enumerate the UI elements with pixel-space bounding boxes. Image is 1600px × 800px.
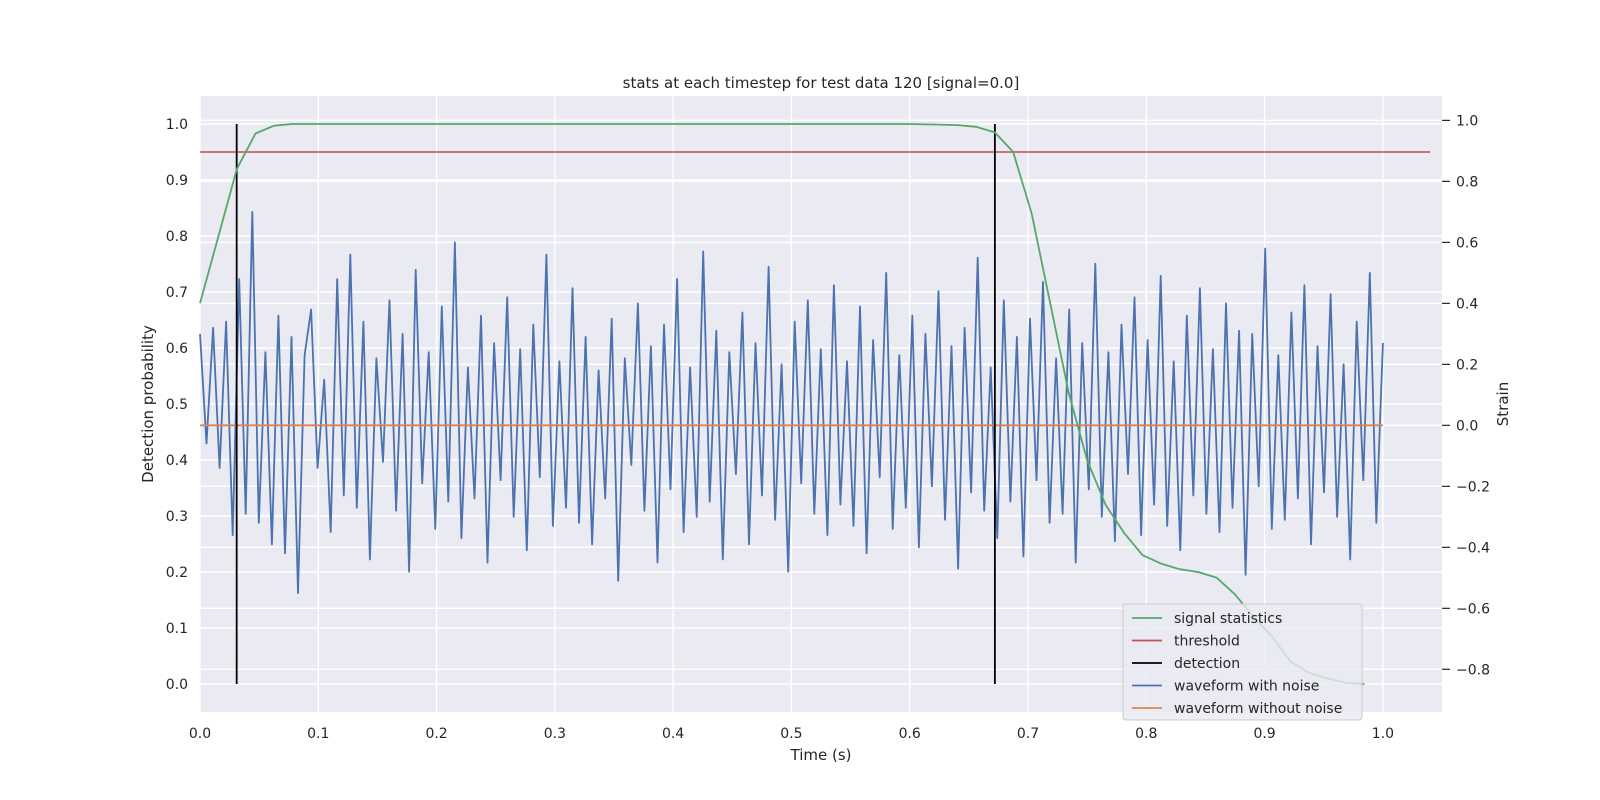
- x-tick-label: 0.1: [307, 726, 329, 742]
- legend-label: waveform with noise: [1174, 679, 1319, 695]
- y2-tick-label: −0.6: [1456, 601, 1490, 617]
- legend: signal statistics threshold detection wavef…: [1122, 603, 1363, 721]
- x-tick-label: 1.0: [1372, 726, 1394, 742]
- y-tick-label: 0.7: [166, 285, 188, 301]
- y2-tick-label: 0.8: [1456, 174, 1478, 190]
- y-tick-label: 0.6: [166, 341, 188, 357]
- legend-label: detection: [1174, 656, 1240, 672]
- y-tick-label: 0.8: [166, 229, 188, 245]
- x-tick-label: 0.9: [1253, 726, 1275, 742]
- x-tick-label: 0.3: [544, 726, 566, 742]
- y-tick-label: 0.1: [166, 621, 188, 637]
- y-tick-label: 0.4: [166, 453, 188, 469]
- y2-tick-label: 0.0: [1456, 418, 1478, 434]
- tick-labels: 0.0 0.1 0.2 0.3 0.4 0.5 0.6 0.7 0.8 0.9 1.0 0.0 0.1 0…: [166, 113, 1490, 742]
- y-tick-label: 0.3: [166, 509, 188, 525]
- x-tick-label: 0.6: [899, 726, 921, 742]
- y2-tick-label: 1.0: [1456, 113, 1478, 129]
- y2-axis-label: Strain: [1494, 382, 1512, 426]
- y-tick-label: 1.0: [166, 117, 188, 133]
- y-tick-label: 0.9: [166, 173, 188, 189]
- x-tick-label: 0.8: [1135, 726, 1157, 742]
- legend-box: [1122, 603, 1363, 721]
- y2-tick-label: −0.2: [1456, 479, 1490, 495]
- y2-tick-label: 0.6: [1456, 235, 1478, 251]
- y-axis-label: Detection probability: [139, 325, 157, 483]
- series-layer: [199, 123, 1431, 685]
- x-tick-label: 0.5: [780, 726, 802, 742]
- y2-tick-label: 0.4: [1456, 296, 1478, 312]
- x-tick-label: 0.2: [425, 726, 447, 742]
- x-axis-label: Time (s): [790, 746, 852, 764]
- legend-label: threshold: [1174, 634, 1240, 650]
- x-tick-label: 0.7: [1017, 726, 1039, 742]
- y-tick-label: 0.2: [166, 565, 188, 581]
- y2-tick-label: −0.4: [1456, 540, 1490, 556]
- waveform-with-noise-line: [199, 210, 1384, 594]
- legend-label: signal statistics: [1174, 611, 1282, 627]
- y2-tick-label: −0.8: [1456, 662, 1490, 678]
- x-tick-label: 0.0: [189, 726, 211, 742]
- y-tick-label: 0.0: [166, 677, 188, 693]
- y2-tick-label: 0.2: [1456, 357, 1478, 373]
- y-tick-label: 0.5: [166, 397, 188, 413]
- x-tick-label: 0.4: [662, 726, 684, 742]
- legend-label: waveform without noise: [1174, 701, 1342, 717]
- chart-title: stats at each timestep for test data 120…: [623, 74, 1020, 92]
